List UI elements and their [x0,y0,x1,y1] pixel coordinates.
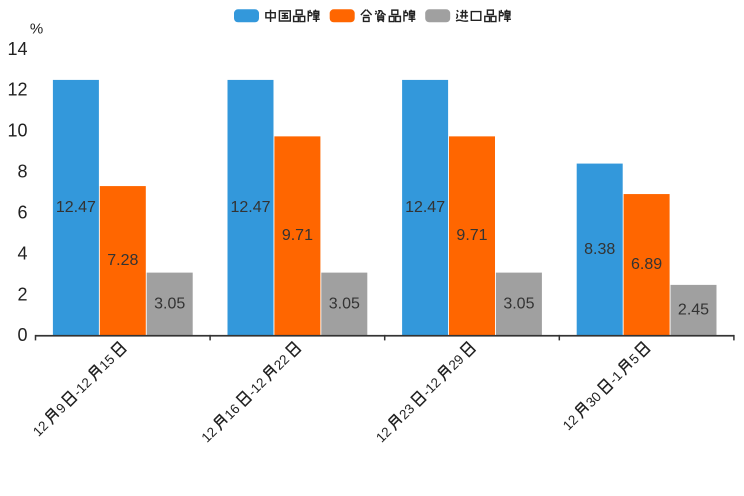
svg-text:14: 14 [7,39,27,59]
svg-text:%: % [30,20,43,37]
svg-text:10: 10 [7,121,27,141]
svg-text:3.05: 3.05 [329,295,360,312]
svg-text:6: 6 [17,202,27,222]
svg-text:7.28: 7.28 [107,252,138,269]
svg-text:8: 8 [17,162,27,182]
svg-text:6.89: 6.89 [631,256,662,273]
svg-text:2.45: 2.45 [678,301,709,318]
svg-text:12: 12 [7,80,27,100]
svg-text:3.05: 3.05 [503,295,534,312]
svg-text:4: 4 [17,243,27,263]
svg-text:12.47: 12.47 [230,199,270,216]
svg-text:9.71: 9.71 [456,227,487,244]
svg-text:2: 2 [17,284,27,304]
svg-text:8.38: 8.38 [584,241,615,258]
svg-text:12.47: 12.47 [56,199,96,216]
svg-text:0: 0 [17,325,27,345]
svg-text:9.71: 9.71 [282,227,313,244]
svg-text:12.47: 12.47 [405,199,445,216]
svg-text:3.05: 3.05 [154,295,185,312]
